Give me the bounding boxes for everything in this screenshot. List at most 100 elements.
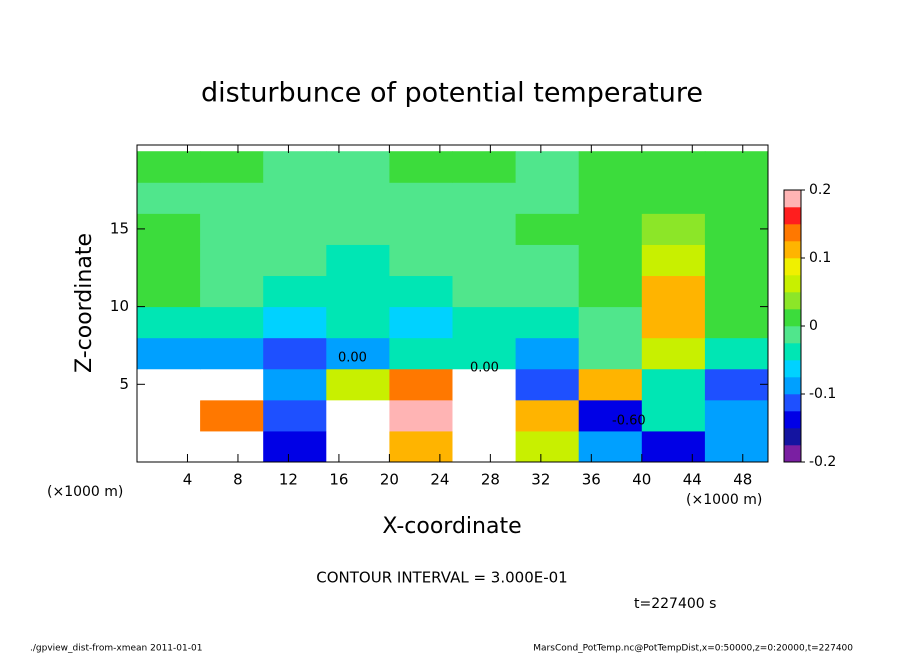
- heat-cell: [200, 337, 264, 370]
- heat-cell: [137, 244, 201, 277]
- heat-cell: [389, 182, 453, 214]
- colorbar-swatch: [784, 411, 801, 429]
- heat-cell: [641, 399, 706, 432]
- heat-cell: [515, 244, 580, 277]
- heat-cell: [137, 213, 201, 245]
- heat-cell: [326, 399, 390, 432]
- x-tick-label: 40: [632, 471, 651, 489]
- heat-cell: [326, 275, 390, 308]
- y-axis-label: Z-coordinate: [72, 233, 97, 373]
- heat-cell: [263, 399, 327, 432]
- heat-cell: [578, 275, 643, 308]
- heat-cell: [704, 213, 768, 245]
- heat-cell: [641, 213, 706, 245]
- heat-cell: [263, 182, 327, 214]
- heat-cell: [704, 399, 768, 432]
- heat-cell: [452, 306, 517, 339]
- heat-cell: [263, 306, 327, 339]
- footer-left: ./gpview_dist-from-xmean 2011-01-01: [30, 644, 202, 654]
- y-tick-label: 15: [110, 219, 129, 237]
- chart-title: disturbunce of potential temperature: [201, 78, 703, 109]
- heat-cell: [326, 213, 390, 245]
- heat-cell: [452, 368, 517, 401]
- heat-cell: [263, 368, 327, 401]
- heat-cell: [704, 430, 768, 462]
- heat-cell: [515, 306, 580, 339]
- colorbar-swatch: [784, 258, 801, 276]
- heat-cell: [452, 399, 517, 432]
- x-tick-label: 12: [279, 471, 298, 489]
- heat-cell: [578, 399, 643, 432]
- heat-cell: [641, 430, 706, 462]
- heat-cell: [389, 151, 453, 183]
- colorbar-tick-label: 0: [809, 318, 818, 334]
- colorbar-swatch: [784, 377, 801, 395]
- heat-cell: [515, 337, 580, 370]
- heat-cell: [515, 275, 580, 308]
- colorbar-swatch: [784, 428, 801, 446]
- heat-cell: [263, 275, 327, 308]
- colorbar-swatch: [784, 309, 801, 327]
- heat-cell: [263, 337, 327, 370]
- heat-cell: [515, 151, 580, 183]
- heat-cell: [452, 182, 517, 214]
- heat-cell: [515, 213, 580, 245]
- heat-cell: [452, 213, 517, 245]
- heat-cell: [452, 244, 517, 277]
- heat-cell: [641, 151, 706, 183]
- plot-frame: [136, 144, 769, 463]
- heat-cell: [263, 430, 327, 462]
- heat-cell: [389, 368, 453, 401]
- contour-label: 0.00: [470, 361, 499, 376]
- x-tick-label: 36: [582, 471, 601, 489]
- contour-label: -0.60: [612, 414, 646, 429]
- heat-cell: [641, 182, 706, 214]
- heat-cell: [452, 430, 517, 462]
- heat-cell: [137, 368, 201, 401]
- heat-cell: [389, 337, 453, 370]
- contour-label: 0.00: [338, 351, 367, 366]
- x-tick-label: 4: [183, 471, 193, 489]
- heat-cell: [641, 275, 706, 308]
- colorbar-swatch: [784, 190, 801, 208]
- heat-cell: [137, 182, 201, 214]
- x-tick-label: 28: [481, 471, 500, 489]
- x-tick-label: 16: [329, 471, 348, 489]
- colorbar-swatch: [784, 394, 801, 412]
- x-tick-label: 44: [683, 471, 702, 489]
- x-tick-label: 8: [233, 471, 243, 489]
- colorbar-swatch: [784, 241, 801, 259]
- heat-cell: [578, 430, 643, 462]
- colorbar-swatch: [784, 360, 801, 378]
- heat-cell: [389, 399, 453, 432]
- x-tick-label: 32: [531, 471, 550, 489]
- heat-cell: [578, 151, 643, 183]
- heat-cell: [263, 151, 327, 183]
- colorbar-swatch: [784, 292, 801, 310]
- heat-cell: [389, 275, 453, 308]
- colorbar-tick-label: -0.2: [809, 454, 836, 470]
- heat-cell: [200, 306, 264, 339]
- footer-right: MarsCond_PotTemp.nc@PotTempDist,x=0:5000…: [533, 644, 853, 654]
- heat-cell: [200, 430, 264, 462]
- x-tick-label: 24: [430, 471, 449, 489]
- heat-cell: [137, 151, 201, 183]
- heat-cell: [137, 337, 201, 370]
- heat-cell: [641, 244, 706, 277]
- heat-cell: [326, 244, 390, 277]
- heat-cell: [641, 368, 706, 401]
- heat-cell: [200, 368, 264, 401]
- x-unit: (×1000 m): [686, 492, 762, 508]
- heat-cell: [704, 368, 768, 401]
- colorbar-swatch: [784, 275, 801, 293]
- heat-cell: [137, 306, 201, 339]
- x-tick-label: 20: [380, 471, 399, 489]
- heat-cell: [578, 213, 643, 245]
- heat-cell: [389, 430, 453, 462]
- heat-cell: [326, 306, 390, 339]
- heat-cell: [326, 368, 390, 401]
- colorbar-swatch: [784, 343, 801, 361]
- cells: [137, 151, 768, 462]
- heat-cell: [515, 430, 580, 462]
